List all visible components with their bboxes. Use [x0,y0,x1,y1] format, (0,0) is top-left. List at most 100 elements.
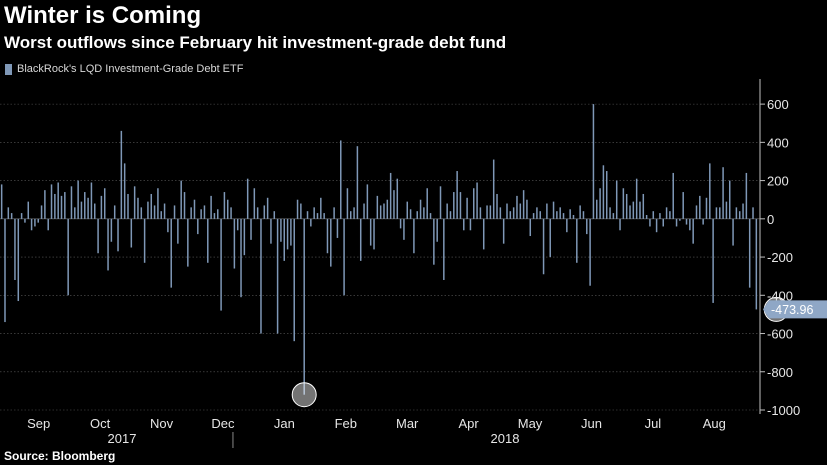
bar [383,203,385,219]
bar [0,184,3,219]
bar [113,205,116,219]
bar [579,205,581,219]
bar [363,203,365,219]
bar [180,180,182,219]
bar [110,218,113,242]
x-tick-label: Aug [703,416,726,431]
bar [532,213,535,219]
bar [177,218,179,244]
bar [40,205,43,219]
bar [699,195,701,219]
highlight-circle [291,382,317,408]
chart-subtitle: Worst outflows since February hit invest… [4,33,507,52]
year-label: 2018 [491,431,520,446]
bar [326,218,329,254]
y-tick-label: -1000 [767,403,800,418]
bar-series [0,104,758,395]
bar [140,207,143,219]
bar [582,211,585,219]
bar [712,218,714,303]
bar [187,218,189,267]
bar [260,218,262,334]
bar [569,209,571,219]
bar [17,218,20,302]
bar [243,218,246,256]
bar [389,172,392,219]
bar [94,203,96,219]
bar [406,201,409,219]
bar [130,218,133,248]
bar [572,215,575,219]
bar [256,207,259,219]
bar [506,203,508,219]
bar [87,197,89,219]
bar [725,201,728,219]
bar [353,207,355,219]
bar [625,193,628,219]
bar [373,218,375,250]
bar [97,218,99,254]
bar [4,218,6,323]
bar [60,195,63,219]
y-tick-label: 400 [767,135,789,150]
bar [163,203,166,219]
bar [399,218,402,229]
bar [556,211,558,219]
bar [303,218,305,395]
bar [396,178,399,219]
last-value-label: -473.96 [771,303,813,317]
bar [443,218,445,280]
chart-title: Winter is Coming [4,2,202,29]
bar [489,205,492,219]
bar [689,218,691,231]
bar [536,207,538,219]
bar [34,218,36,227]
bar [240,218,242,298]
bar [369,218,372,246]
bar [330,218,332,267]
y-tick-label: -800 [767,365,793,380]
y-tick-label: -200 [767,250,793,265]
bar [449,211,452,219]
bar [476,182,478,219]
bar [672,172,674,219]
bar [290,218,292,246]
bar [173,205,176,219]
bar [728,180,731,219]
bar [167,218,169,233]
bar [44,190,46,219]
bar [619,218,621,231]
bar [80,201,83,219]
x-tick-label: Feb [335,416,357,431]
bar [745,172,748,219]
bar [665,207,668,219]
bar [143,218,146,263]
bar [313,207,315,219]
legend-label: BlackRock's LQD Investment-Grade Debt ET… [17,63,244,75]
bar [622,188,625,219]
bar [226,199,229,219]
bar [343,218,345,296]
bar [409,209,412,219]
bar [359,218,362,261]
bar [133,186,136,219]
bar [90,182,93,219]
bar [310,218,312,227]
bar [509,211,512,219]
legend: BlackRock's LQD Investment-Grade Debt ET… [5,63,243,75]
bar [340,140,342,219]
bar [210,195,212,219]
x-tick-label: Jul [645,416,662,431]
bar [14,218,16,280]
bar [276,218,279,334]
bar [273,211,276,219]
bar [705,197,708,219]
bar [376,195,379,219]
bar [755,218,758,310]
bar [542,218,545,275]
bar [107,218,109,271]
bar [732,218,734,246]
bar [669,211,671,219]
bar [190,207,192,219]
bar [602,165,605,219]
